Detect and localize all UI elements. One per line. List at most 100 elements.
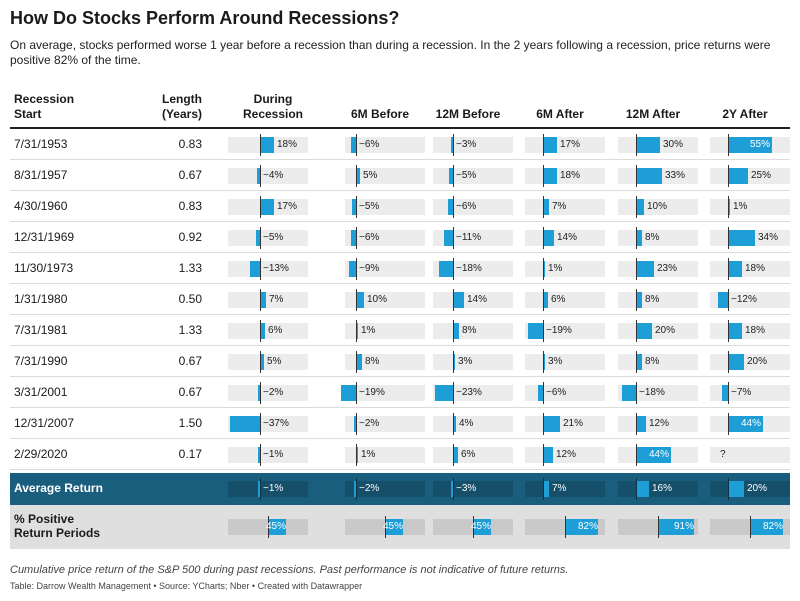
average-return-label: Average Return [14,481,103,495]
zero-line [260,258,261,280]
bar-cell-during-recession: 6% [228,320,308,342]
value-label: 6% [551,294,566,305]
table-row: 1/31/1980 0.50 7% 10% 14% 6% 8% −12% [10,284,790,315]
bar-cell-2y-after: 18% [710,258,790,280]
bar-cell-during-recession: −1% [228,478,308,500]
zero-line [356,289,357,311]
bar-cell-12m-after: 30% [618,134,698,156]
bar [543,447,553,463]
zero-line [636,351,637,373]
header-recession-start: Recession Start [14,92,75,121]
zero-line [658,516,659,538]
value-label: −11% [456,232,482,243]
bar [543,416,560,432]
header-2y-after: 2Y After [722,107,768,121]
bar-cell-12m-before: −11% [433,227,513,249]
value-label: 8% [645,232,660,243]
missing-value: ? [720,449,726,460]
bar [354,481,356,497]
zero-line [728,227,729,249]
value-label: 45% [266,521,287,532]
value-label: 8% [645,356,660,367]
length-cell: 1.50 [178,416,202,430]
value-label: −5% [456,170,477,181]
zero-line [728,258,729,280]
recession-start-cell: 1/31/1980 [14,292,68,306]
bar [565,519,598,535]
bar-cell-12m-after: 8% [618,351,698,373]
header-length: Length (Years) [161,92,202,121]
bar [385,519,403,535]
header-6m-after: 6M After [536,107,584,121]
bar [543,168,557,184]
bar [543,261,545,277]
bar [451,137,453,153]
length-cell: 0.67 [178,354,202,368]
value-label: 1% [361,449,376,460]
zero-line [565,516,566,538]
value-label: 33% [665,170,686,181]
bar [636,137,660,153]
zero-line [636,165,637,187]
zero-line [543,289,544,311]
bar [636,354,642,370]
bar [750,519,783,535]
value-label: −5% [359,201,380,212]
zero-line [453,382,454,404]
value-label: −2% [263,387,284,398]
zero-line [636,320,637,342]
bar-cell-2y-after: 20% [710,478,790,500]
zero-line [453,478,454,500]
bar [728,137,772,153]
value-label: 23% [657,263,678,274]
bar [636,261,654,277]
zero-line [453,413,454,435]
zero-line [260,382,261,404]
bar [356,447,358,463]
value-label: 17% [560,139,581,150]
zero-line [356,227,357,249]
value-label: −1% [263,483,284,494]
bar [356,292,364,308]
value-label: −3% [456,483,477,494]
bar [543,230,554,246]
bar-cell-2y-after: 20% [710,351,790,373]
zero-line [453,134,454,156]
bar [256,230,260,246]
value-label: 18% [560,170,581,181]
bar [260,323,265,339]
value-label: −23% [456,387,482,398]
value-label: 82% [763,521,784,532]
positive-bar-cell-during-recession: 45% [228,516,308,538]
bar-cell-during-recession: 18% [228,134,308,156]
bar-cell-during-recession: 7% [228,289,308,311]
zero-line [636,258,637,280]
value-label: 20% [747,483,768,494]
bar-cell-12m-after: −18% [618,382,698,404]
length-cell: 0.67 [178,385,202,399]
zero-line [268,516,269,538]
value-label: −18% [456,263,482,274]
zero-line [453,227,454,249]
header-12m-before: 12M Before [435,107,501,121]
zero-line [543,227,544,249]
bar [728,323,742,339]
bar-cell-12m-before: −3% [433,478,513,500]
zero-line [636,413,637,435]
bar [728,354,744,370]
value-label: 8% [645,294,660,305]
zero-line [260,351,261,373]
bar [453,292,464,308]
zero-line [543,444,544,466]
value-label: 7% [269,294,284,305]
length-cell: 0.17 [178,447,202,461]
bar-cell-12m-before: −18% [433,258,513,280]
zero-line [543,478,544,500]
value-label: −12% [731,294,757,305]
value-label: 1% [361,325,376,336]
zero-line [260,478,261,500]
positive-bar-cell-2y-after: 82% [710,516,790,538]
header-divider [10,127,790,129]
bar [658,519,694,535]
recession-start-cell: 7/31/1990 [14,354,68,368]
